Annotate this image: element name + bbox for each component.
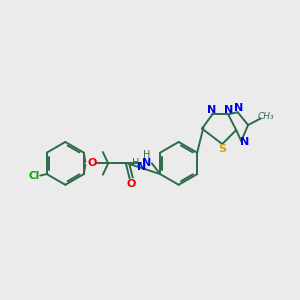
Text: O: O — [127, 178, 136, 189]
Text: N: N — [224, 105, 233, 115]
Text: O: O — [88, 158, 97, 168]
Text: N: N — [142, 158, 152, 168]
Text: N: N — [240, 137, 249, 147]
Text: H: H — [132, 158, 139, 167]
Text: N: N — [136, 162, 146, 172]
Text: Cl: Cl — [28, 171, 39, 181]
Text: H: H — [143, 150, 151, 160]
Text: S: S — [218, 144, 226, 154]
Text: N: N — [234, 103, 244, 113]
Text: N: N — [207, 105, 216, 115]
Text: CH₃: CH₃ — [258, 112, 274, 121]
